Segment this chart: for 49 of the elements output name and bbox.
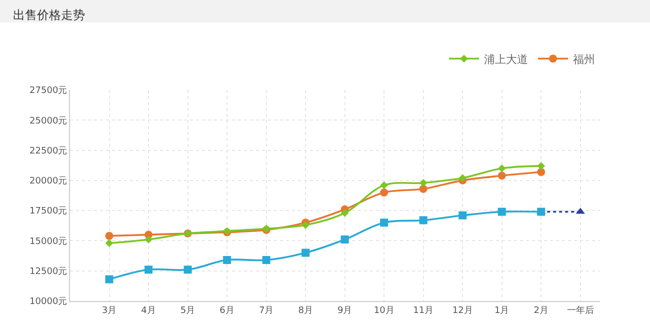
point bbox=[302, 221, 310, 229]
point bbox=[380, 188, 388, 196]
x-tick-label: 5月 bbox=[180, 306, 196, 316]
x-tick-label: 11月 bbox=[413, 306, 434, 316]
y-tick-label: 20000元 bbox=[30, 176, 68, 187]
x-tick-label: 4月 bbox=[141, 306, 156, 316]
point bbox=[419, 178, 428, 187]
point bbox=[498, 172, 506, 180]
y-tick-label: 15000元 bbox=[30, 236, 68, 247]
point bbox=[458, 211, 467, 220]
x-tick-label: 8月 bbox=[298, 306, 313, 316]
point bbox=[380, 218, 388, 227]
chart-title: 出售价格走势 bbox=[13, 8, 85, 22]
point bbox=[262, 256, 270, 264]
point bbox=[380, 181, 388, 190]
x-tick-label: 9月 bbox=[337, 306, 352, 316]
point bbox=[144, 266, 153, 274]
x-tick-label: 10月 bbox=[374, 306, 394, 316]
point bbox=[458, 174, 466, 182]
x-tick-label: 7月 bbox=[258, 306, 274, 316]
y-tick-label: 25000元 bbox=[30, 115, 68, 126]
point bbox=[340, 236, 349, 244]
x-tick-label: 3月 bbox=[102, 306, 117, 316]
point bbox=[105, 275, 114, 284]
point bbox=[419, 184, 428, 193]
point bbox=[537, 162, 546, 170]
x-tick-label: 1月 bbox=[494, 306, 510, 316]
point bbox=[498, 164, 506, 172]
point bbox=[498, 208, 506, 216]
y-tick-label: 17500元 bbox=[30, 206, 68, 217]
y-tick-label: 10000元 bbox=[30, 296, 68, 308]
point bbox=[144, 236, 152, 244]
point bbox=[105, 239, 114, 248]
point bbox=[419, 216, 428, 224]
x-tick-label: 12月 bbox=[452, 306, 473, 316]
point bbox=[223, 256, 232, 264]
legend-label: 福州 bbox=[573, 52, 595, 66]
point bbox=[302, 248, 310, 257]
x-tick-label: 2月 bbox=[534, 306, 548, 316]
y-tick-label: 22500元 bbox=[30, 145, 68, 156]
y-tick-label: 27500元 bbox=[30, 85, 68, 96]
x-tick-label: 一年后 bbox=[566, 304, 594, 316]
point bbox=[340, 209, 349, 217]
y-tick-label: 12500元 bbox=[30, 266, 68, 278]
x-tick-label: 6月 bbox=[220, 306, 234, 316]
legend-label: 浦上大道 bbox=[484, 52, 528, 66]
point bbox=[105, 232, 114, 240]
point bbox=[537, 168, 546, 176]
point bbox=[184, 266, 192, 274]
